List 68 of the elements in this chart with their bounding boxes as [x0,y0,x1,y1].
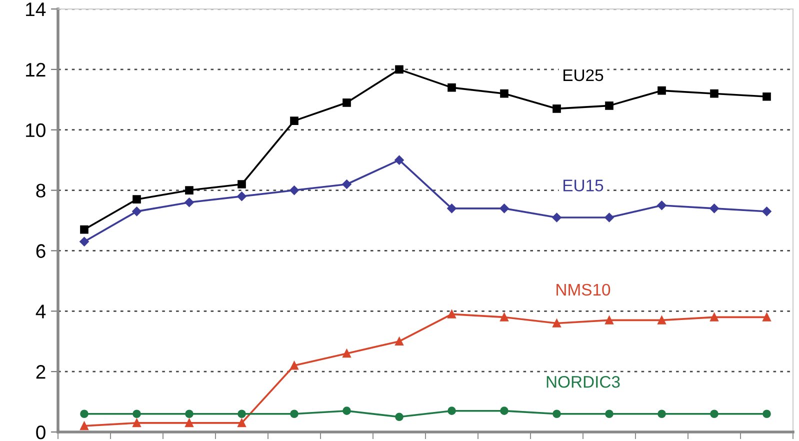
y-tick-label: 12 [26,62,46,76]
series-label: EU25 [564,69,604,82]
point [80,237,89,246]
point [238,410,246,418]
point [237,192,246,201]
point [132,418,141,428]
point [290,410,298,418]
point [710,313,718,322]
point [342,349,351,358]
point [762,313,771,322]
y-tick-label: 2 [36,365,46,379]
point [342,406,351,416]
y-tick-label: 8 [36,184,46,198]
point [185,186,194,194]
point [710,89,718,98]
point [238,418,246,428]
point [132,206,142,216]
point [448,310,456,318]
point [658,86,666,95]
point [500,313,508,322]
series-label: NMS10 [556,284,610,296]
point [290,186,299,195]
point [552,319,561,328]
point [80,225,88,234]
point [80,410,88,418]
point [394,155,404,165]
point [448,83,456,92]
point [80,422,88,430]
point [447,204,456,214]
point [658,410,666,418]
point [605,102,614,110]
point [500,406,508,416]
point [657,200,666,210]
point [762,410,771,418]
point [658,316,666,324]
point [605,410,614,418]
point [395,65,404,74]
point [500,89,508,98]
point [500,204,509,214]
series-label: NORDIC3 [546,376,620,388]
point [605,316,614,324]
point [184,198,194,207]
point [710,410,718,418]
point [762,92,771,101]
y-tick-label: 14 [26,2,46,16]
point [238,180,246,188]
point [395,412,404,422]
point [185,410,194,418]
point [132,410,141,418]
point [132,195,141,204]
point [185,418,194,428]
point [552,410,561,418]
point [448,406,456,416]
point [290,361,298,370]
point [552,212,562,222]
point [604,212,614,222]
point [762,206,772,216]
point [342,180,352,189]
point [710,204,719,214]
point [342,98,351,107]
point [552,104,561,113]
point [290,116,298,125]
y-tick-label: 10 [26,123,46,138]
y-tick-label: 4 [36,304,46,318]
y-tick-label: 6 [36,244,46,258]
y-tick-label: 0 [36,425,46,440]
point [395,337,404,346]
series-label: EU15 [564,180,604,192]
